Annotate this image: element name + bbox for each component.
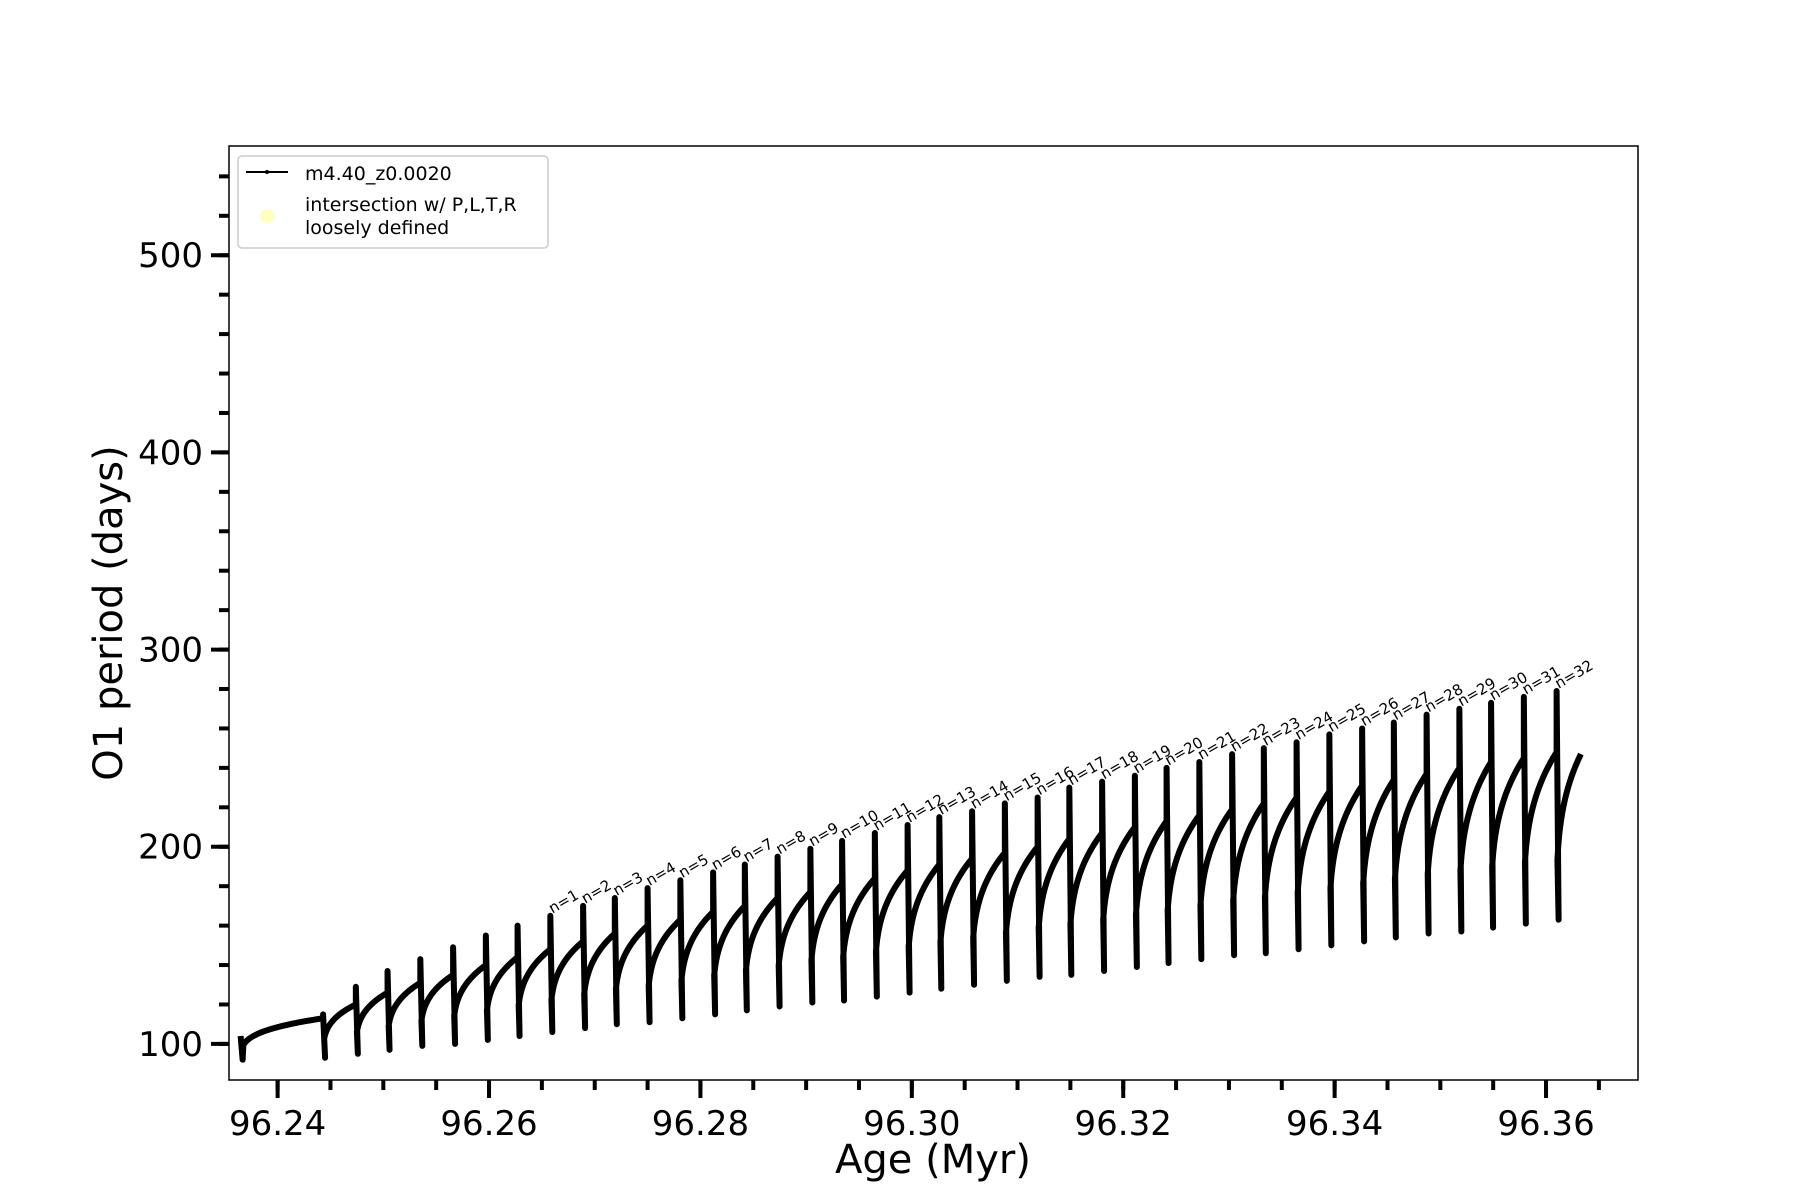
legend-label-intersection-line1: intersection w/ P,L,T,R xyxy=(305,194,517,216)
x-tick-label: 96.26 xyxy=(440,1104,537,1144)
dip-spike xyxy=(937,817,944,989)
dip-spike xyxy=(418,959,425,1046)
y-tick-label: 400 xyxy=(138,433,203,473)
legend-label-intersection-line2: loosely defined xyxy=(305,217,449,239)
x-axis-label: Age (Myr) xyxy=(835,1137,1031,1183)
legend-box xyxy=(237,155,549,249)
legend-label-series: m4.40_z0.0020 xyxy=(305,163,452,185)
dip-spike xyxy=(1360,728,1367,942)
x-tick-label: 96.32 xyxy=(1075,1104,1172,1144)
dip-spike xyxy=(1521,696,1528,924)
dip-spike xyxy=(385,970,392,1050)
dip-spike xyxy=(548,915,555,1033)
dip-spike xyxy=(1489,702,1496,928)
y-tick-label: 100 xyxy=(138,1025,203,1065)
x-tick-label: 96.30 xyxy=(863,1104,960,1144)
dip-spike xyxy=(1391,722,1398,938)
dip-spike xyxy=(1230,754,1237,956)
legend-intersection-marker xyxy=(260,209,274,223)
x-tick-label: 96.28 xyxy=(652,1104,749,1144)
dip-spike xyxy=(905,825,912,993)
dip-spike xyxy=(678,880,685,1019)
y-axis-label: O1 period (days) xyxy=(86,445,132,780)
x-tick-label: 96.24 xyxy=(229,1104,326,1144)
dip-spike xyxy=(1100,781,1107,971)
dip-spike xyxy=(808,848,815,1003)
dip-spike xyxy=(1002,803,1009,981)
x-tick-label: 96.36 xyxy=(1497,1104,1594,1144)
dip-spike xyxy=(1457,708,1464,932)
plot-area xyxy=(228,145,1639,1081)
dip-spike xyxy=(483,935,490,1041)
dip-spike xyxy=(1035,797,1042,977)
dip-spike xyxy=(1554,690,1561,920)
x-tick-label: 96.34 xyxy=(1286,1104,1383,1144)
dip-spike xyxy=(970,811,977,985)
dip-spike xyxy=(1067,787,1074,975)
y-axis-ticks: 100 200 300 400 500 xyxy=(138,174,229,1065)
x-axis-ticks: 96.24 96.26 96.28 96.30 96.32 96.34 96.36 xyxy=(229,1080,1601,1144)
dip-spike xyxy=(1261,748,1268,954)
dip-spike xyxy=(775,856,782,1007)
dip-spike xyxy=(1164,767,1171,964)
y-tick-label: 500 xyxy=(138,236,203,276)
legend: m4.40_z0.0020 intersection w/ P,L,T,R lo… xyxy=(237,155,549,249)
dip-spike xyxy=(742,864,749,1011)
dip-spike xyxy=(840,840,847,1001)
dip-spike xyxy=(353,986,360,1054)
legend-point-marker xyxy=(265,170,269,174)
dip-spike xyxy=(1132,775,1139,968)
dip-spike xyxy=(1327,734,1334,946)
series-m4.40-z0.0020 xyxy=(237,687,1584,1063)
y-tick-label: 300 xyxy=(138,631,203,671)
dip-spike xyxy=(321,1014,328,1058)
dip-spike xyxy=(451,947,458,1044)
dip-spike xyxy=(645,888,652,1023)
dip-spike xyxy=(1197,761,1204,960)
dip-spike xyxy=(515,925,522,1037)
dip-spike xyxy=(872,832,879,997)
dip-spike xyxy=(612,897,619,1025)
dip-spike xyxy=(1424,714,1431,934)
dip-spike xyxy=(1294,742,1301,950)
y-tick-label: 200 xyxy=(138,828,203,868)
dip-spike xyxy=(711,872,718,1015)
dip-spike xyxy=(581,905,588,1029)
